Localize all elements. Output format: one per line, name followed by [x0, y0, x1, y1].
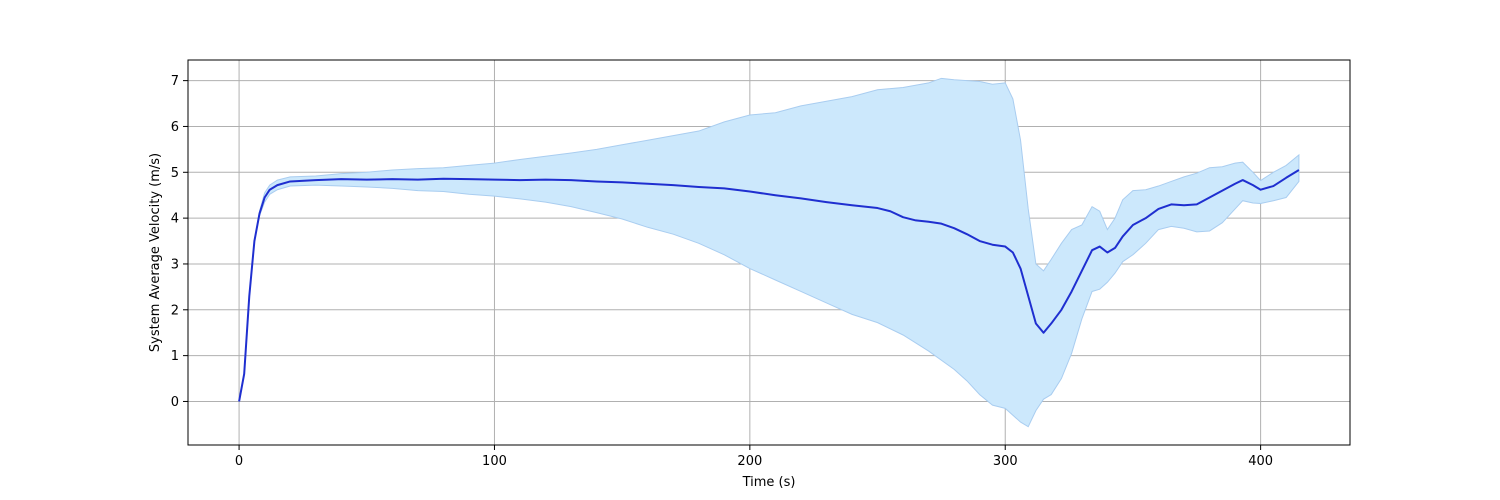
x-tick-label: 200: [737, 454, 762, 469]
velocity-range-band: [238, 77, 1300, 428]
plot-frame: [187, 59, 1351, 446]
y-tick-label: 0: [171, 395, 179, 410]
x-tick-label: 400: [1248, 454, 1273, 469]
x-tick-label: 300: [993, 454, 1018, 469]
x-tick-label: 100: [482, 454, 507, 469]
y-tick-label: 6: [171, 120, 179, 135]
y-tick-label: 4: [171, 212, 179, 227]
y-axis-ticks: 0 1 2 3 4 5 6 7: [171, 74, 188, 410]
x-axis-label: Time (s): [742, 475, 796, 490]
average-velocity-line: [238, 169, 1300, 402]
y-tick-label: 3: [171, 257, 179, 272]
y-tick-label: 1: [171, 349, 179, 364]
y-tick-label: 2: [171, 303, 179, 318]
x-tick-label: 0: [235, 454, 243, 469]
y-tick-label: 7: [171, 74, 179, 89]
y-axis-label: System Average Velocity (m/s): [148, 153, 163, 352]
y-tick-label: 5: [171, 166, 179, 181]
x-axis-ticks: 0 100 200 300 400: [235, 445, 1273, 469]
